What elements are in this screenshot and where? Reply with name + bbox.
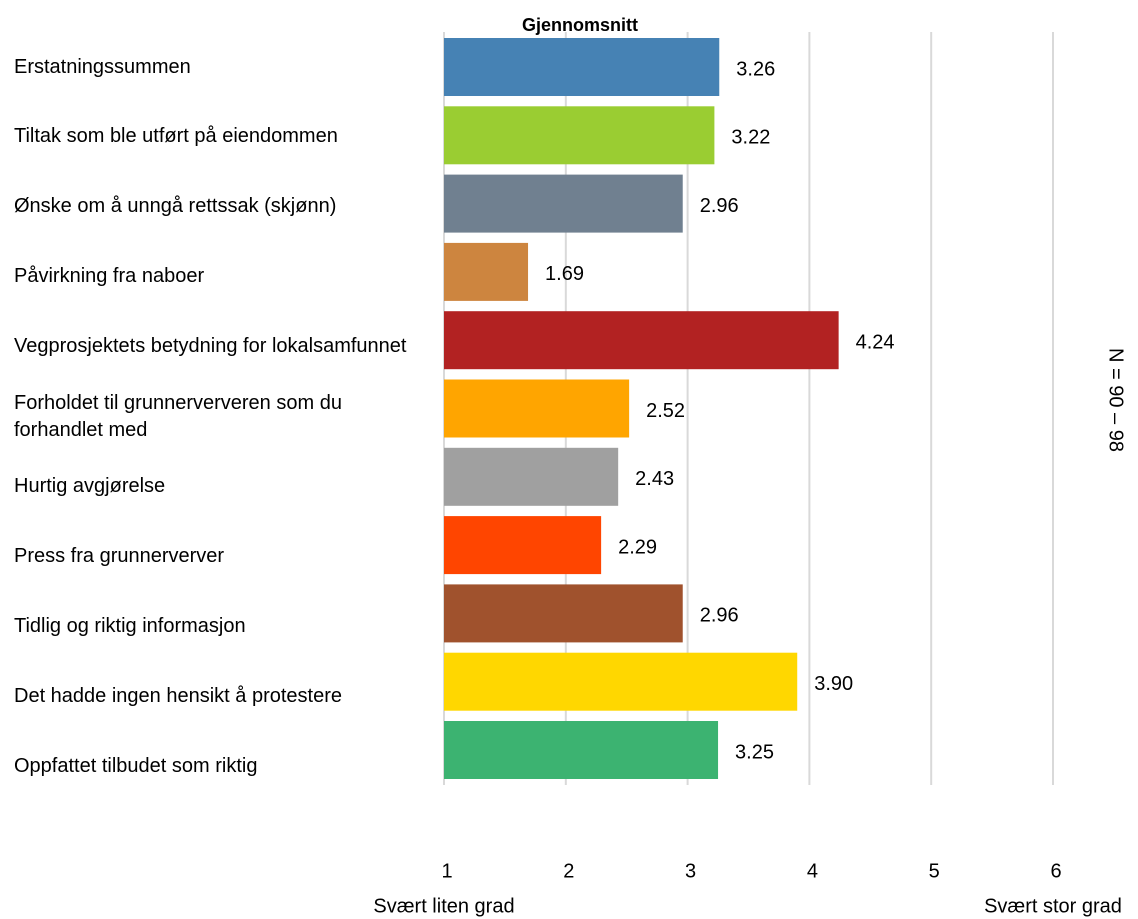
value-label: 2.52 (646, 400, 685, 422)
category-label: Påvirkning fra naboer (14, 265, 205, 288)
x-tick-label: 2 (563, 860, 574, 882)
bar (444, 174, 683, 233)
value-label: 2.96 (700, 605, 739, 627)
x-min-label: Svært liten grad (373, 895, 514, 917)
value-label: 2.43 (635, 468, 674, 490)
value-label: 3.90 (814, 673, 853, 695)
annotation: N = 90 – 98 (1105, 348, 1127, 452)
bar (444, 311, 839, 370)
bar (444, 516, 602, 575)
value-label: 3.26 (736, 58, 775, 80)
category-label: Hurtig avgjørelse (14, 474, 166, 497)
x-tick-label: 5 (929, 860, 940, 882)
x-tick-label: 4 (807, 860, 818, 882)
category-label: Ønske om å unngå rettssak (skjønn) (14, 195, 337, 218)
value-label: 2.96 (700, 195, 739, 217)
bar (444, 38, 720, 96)
value-label: 2.29 (618, 536, 657, 558)
x-tick-label: 1 (441, 860, 452, 882)
bar (444, 721, 719, 779)
bar (444, 584, 683, 643)
bar (444, 447, 619, 506)
category-label: Press fra grunnerverver (14, 544, 225, 567)
x-tick-label: 3 (685, 860, 696, 882)
category-label: Vegprosjektets betydning for lokalsamfun… (14, 335, 407, 358)
category-label: Forholdet til grunnerververen som du for… (14, 391, 342, 441)
bar (444, 242, 529, 301)
category-label: Oppfattet tilbudet som riktig (14, 754, 258, 777)
chart-title: Gjennomsnitt (522, 15, 638, 35)
bar (444, 652, 798, 711)
value-label: 3.22 (731, 127, 770, 149)
bar (444, 106, 715, 165)
category-label: Det hadde ingen hensikt å protestere (14, 684, 342, 707)
value-label: 3.25 (735, 741, 774, 763)
category-label: Tiltak som ble utført på eiendommen (14, 125, 338, 148)
value-label: 1.69 (545, 263, 584, 285)
category-label: Tidlig og riktig informasjon (14, 614, 246, 637)
x-tick-label: 6 (1050, 860, 1061, 882)
bar (444, 379, 630, 438)
x-max-label: Svært stor grad (984, 895, 1122, 917)
value-label: 4.24 (856, 331, 895, 353)
category-label: Erstatningssummen (14, 55, 191, 78)
